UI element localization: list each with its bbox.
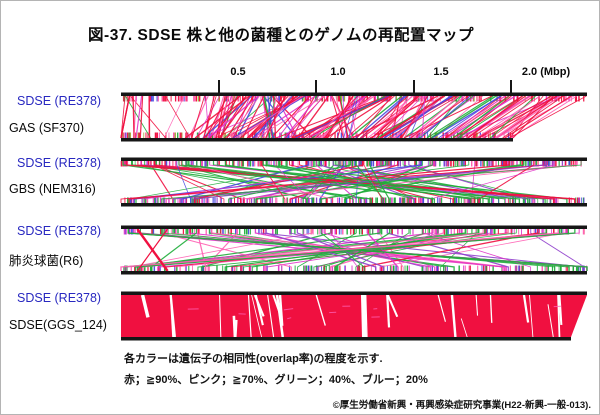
synteny-panel-pneumococcus (120, 225, 588, 275)
axis-tick (413, 80, 415, 93)
axis-tick-label: 1.0 (330, 66, 346, 78)
synteny-panel-gas (120, 92, 587, 142)
axis-tick (315, 80, 317, 93)
axis-tick-label: 0.5 (230, 66, 246, 78)
axis-tick-label: 1.5 (433, 66, 449, 78)
axis-tick-label: 2.0 (Mbp) (521, 66, 571, 78)
panel-2-query-strain-label: SDSE (RE378) (17, 156, 102, 170)
synteny-panel-gbs (120, 157, 587, 207)
panel-4-subject-strain-label: SDSE(GGS_124) (9, 318, 107, 332)
panel-2-subject-strain-label: GBS (NEM316) (9, 182, 96, 196)
panel-4-query-strain-label: SDSE (RE378) (17, 291, 102, 305)
legend-color-key: 赤；≧90%、ピンク；≧70%、グリーン；40%、ブルー；20% (124, 374, 428, 386)
axis-tick (218, 80, 220, 93)
axis-tick (510, 80, 512, 93)
copyright-note: ©厚生労働省新興・再興感染症研究事業(H22-新興-一般-013). (332, 400, 591, 411)
panel-3-query-strain-label: SDSE (RE378) (17, 224, 102, 238)
panel-3-subject-strain-label: 肺炎球菌(R6) (9, 254, 84, 268)
figure-title: 図-37. SDSE 株と他の菌種とのゲノムの再配置マップ (88, 27, 474, 44)
synteny-panel-ggs124 (121, 291, 587, 341)
panel-1-subject-strain-label: GAS (SF370) (9, 121, 85, 135)
panel-1-query-strain-label: SDSE (RE378) (17, 94, 102, 108)
legend-caption: 各カラーは遺伝子の相同性(overlap率)の程度を示す. (124, 353, 383, 365)
